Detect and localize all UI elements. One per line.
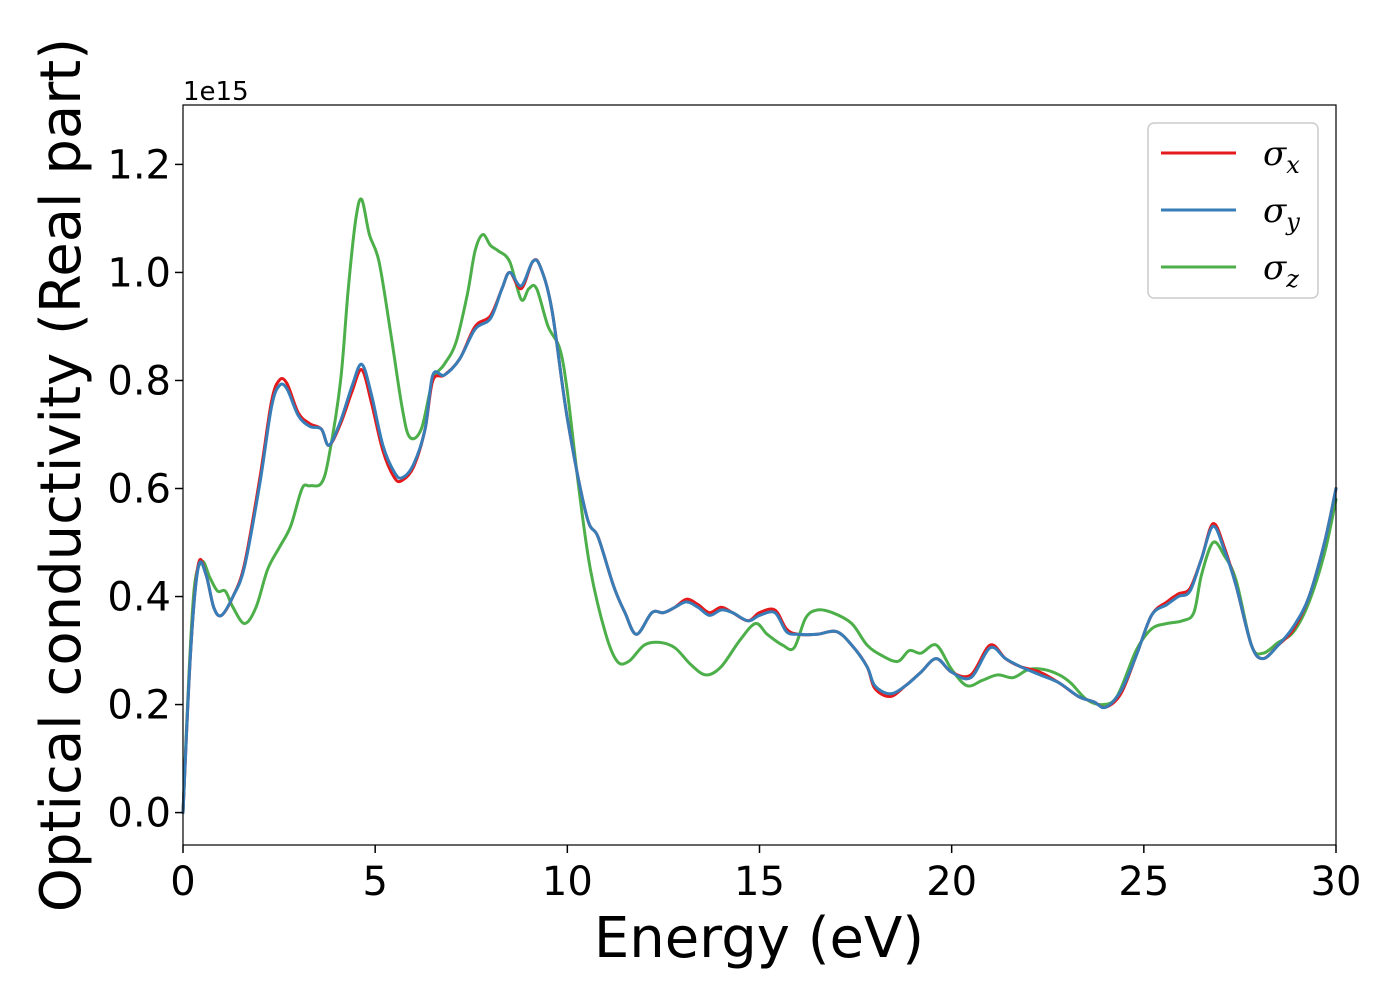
y-tick-label: 1.0: [107, 250, 171, 296]
x-tick-label: 0: [170, 859, 195, 905]
x-tick-label: 15: [734, 859, 785, 905]
y-tick-label: 0.0: [107, 791, 171, 837]
y-tick-label: 0.6: [107, 467, 171, 513]
y-offset-label: 1e15: [183, 77, 249, 107]
x-tick-label: 20: [926, 859, 977, 905]
y-axis-title: Optical conductivity (Real part): [29, 38, 94, 912]
x-tick-label: 30: [1311, 859, 1362, 905]
x-axis: 0 5 10 15 20 25 30: [170, 845, 1361, 905]
x-tick-label: 5: [362, 859, 387, 905]
y-tick-label: 1.2: [107, 142, 171, 188]
series-layer: [181, 197, 1338, 815]
y-axis: 0.0 0.2 0.4 0.6 0.8 1.0 1.2: [107, 142, 183, 837]
x-tick-label: 25: [1118, 859, 1169, 905]
x-axis-title: Energy (eV): [594, 906, 924, 971]
y-tick-label: 0.8: [107, 358, 171, 404]
x-tick-label: 10: [542, 859, 593, 905]
legend: σx σy σz: [1147, 122, 1319, 299]
legend-label-z: σz: [1263, 248, 1299, 293]
legend-label-x: σx: [1263, 134, 1300, 179]
y-tick-label: 0.4: [107, 575, 171, 621]
series-line-y: [181, 258, 1338, 815]
y-tick-label: 0.2: [107, 683, 171, 729]
legend-label-y: σy: [1263, 191, 1300, 236]
